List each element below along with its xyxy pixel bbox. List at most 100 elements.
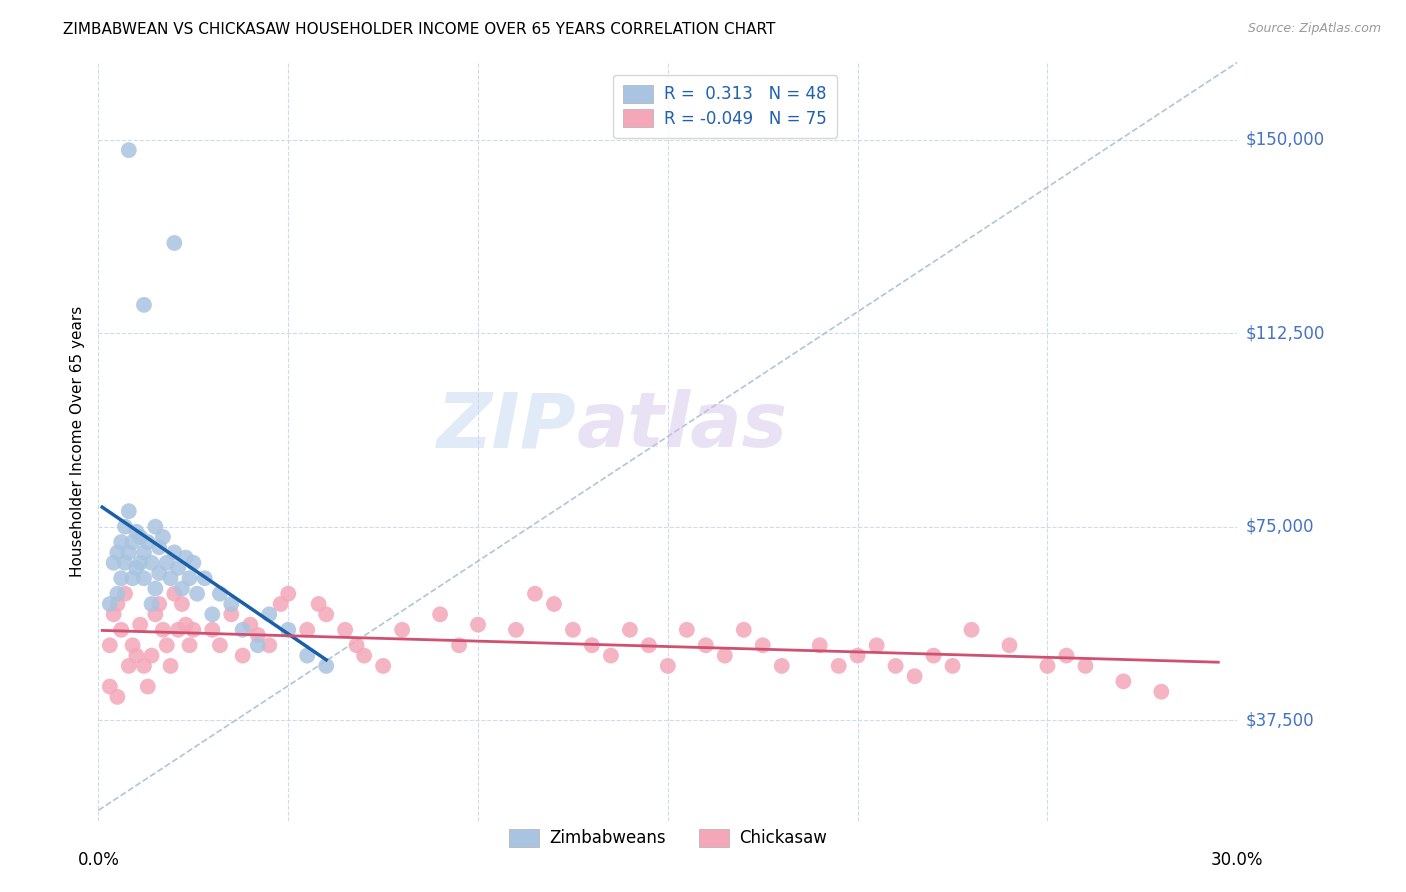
Point bbox=[600, 648, 623, 663]
Point bbox=[107, 597, 129, 611]
Point bbox=[98, 638, 121, 652]
Point bbox=[505, 623, 527, 637]
Point bbox=[467, 617, 489, 632]
Point bbox=[107, 690, 129, 704]
Point bbox=[884, 659, 907, 673]
Point bbox=[174, 550, 197, 565]
Point bbox=[152, 623, 174, 637]
Point bbox=[922, 648, 945, 663]
Point bbox=[159, 571, 181, 585]
Point bbox=[159, 659, 181, 673]
Point bbox=[1150, 684, 1173, 698]
Point bbox=[246, 628, 269, 642]
Point bbox=[942, 659, 965, 673]
Point bbox=[114, 519, 136, 533]
Text: atlas: atlas bbox=[576, 390, 787, 463]
Point bbox=[201, 607, 224, 622]
Point bbox=[449, 638, 471, 652]
Point bbox=[259, 638, 281, 652]
Point bbox=[960, 623, 983, 637]
Point bbox=[129, 617, 152, 632]
Text: ZIP: ZIP bbox=[437, 390, 576, 463]
Text: ZIMBABWEAN VS CHICKASAW HOUSEHOLDER INCOME OVER 65 YEARS CORRELATION CHART: ZIMBABWEAN VS CHICKASAW HOUSEHOLDER INCO… bbox=[63, 22, 776, 37]
Point bbox=[315, 607, 337, 622]
Point bbox=[998, 638, 1021, 652]
Point bbox=[657, 659, 679, 673]
Point bbox=[239, 617, 262, 632]
Point bbox=[136, 680, 159, 694]
Point bbox=[183, 556, 205, 570]
Legend: Zimbabweans, Chickasaw: Zimbabweans, Chickasaw bbox=[502, 822, 834, 854]
Point bbox=[277, 587, 299, 601]
Point bbox=[676, 623, 699, 637]
Point bbox=[828, 659, 851, 673]
Point bbox=[270, 597, 292, 611]
Point bbox=[353, 648, 375, 663]
Point bbox=[129, 530, 152, 544]
Point bbox=[141, 648, 163, 663]
Point bbox=[232, 623, 254, 637]
Point bbox=[156, 556, 179, 570]
Point bbox=[581, 638, 603, 652]
Point bbox=[201, 623, 224, 637]
Point bbox=[167, 623, 190, 637]
Point bbox=[315, 659, 337, 673]
Point bbox=[148, 541, 170, 555]
Point bbox=[136, 535, 159, 549]
Point bbox=[121, 638, 143, 652]
Point bbox=[118, 504, 141, 518]
Point bbox=[1112, 674, 1135, 689]
Point bbox=[148, 597, 170, 611]
Point bbox=[118, 659, 141, 673]
Point bbox=[121, 535, 143, 549]
Point bbox=[114, 556, 136, 570]
Point bbox=[121, 571, 143, 585]
Point bbox=[695, 638, 717, 652]
Point bbox=[770, 659, 793, 673]
Point bbox=[194, 571, 217, 585]
Point bbox=[371, 659, 394, 673]
Point bbox=[167, 561, 190, 575]
Point bbox=[619, 623, 641, 637]
Point bbox=[103, 607, 125, 622]
Point bbox=[543, 597, 565, 611]
Text: 0.0%: 0.0% bbox=[77, 851, 120, 869]
Point bbox=[308, 597, 330, 611]
Text: $150,000: $150,000 bbox=[1246, 131, 1324, 149]
Point bbox=[132, 571, 155, 585]
Point bbox=[110, 571, 132, 585]
Point bbox=[145, 519, 167, 533]
Point bbox=[118, 143, 141, 157]
Text: $112,500: $112,500 bbox=[1246, 324, 1324, 343]
Point bbox=[277, 623, 299, 637]
Point bbox=[125, 561, 148, 575]
Text: Source: ZipAtlas.com: Source: ZipAtlas.com bbox=[1247, 22, 1381, 36]
Text: 30.0%: 30.0% bbox=[1211, 851, 1264, 869]
Point bbox=[107, 545, 129, 559]
Text: $75,000: $75,000 bbox=[1246, 517, 1315, 535]
Point bbox=[846, 648, 869, 663]
Point bbox=[259, 607, 281, 622]
Point bbox=[246, 638, 269, 652]
Point bbox=[170, 597, 193, 611]
Point bbox=[638, 638, 661, 652]
Point bbox=[904, 669, 927, 683]
Point bbox=[145, 607, 167, 622]
Point bbox=[524, 587, 547, 601]
Point bbox=[208, 587, 231, 601]
Point bbox=[335, 623, 357, 637]
Point bbox=[132, 298, 155, 312]
Point bbox=[174, 617, 197, 632]
Point bbox=[110, 535, 132, 549]
Point bbox=[297, 648, 319, 663]
Point bbox=[170, 582, 193, 596]
Point bbox=[125, 648, 148, 663]
Point bbox=[186, 587, 208, 601]
Point bbox=[752, 638, 775, 652]
Point bbox=[1056, 648, 1078, 663]
Point bbox=[221, 607, 243, 622]
Point bbox=[129, 556, 152, 570]
Point bbox=[107, 587, 129, 601]
Point bbox=[163, 545, 186, 559]
Point bbox=[179, 571, 201, 585]
